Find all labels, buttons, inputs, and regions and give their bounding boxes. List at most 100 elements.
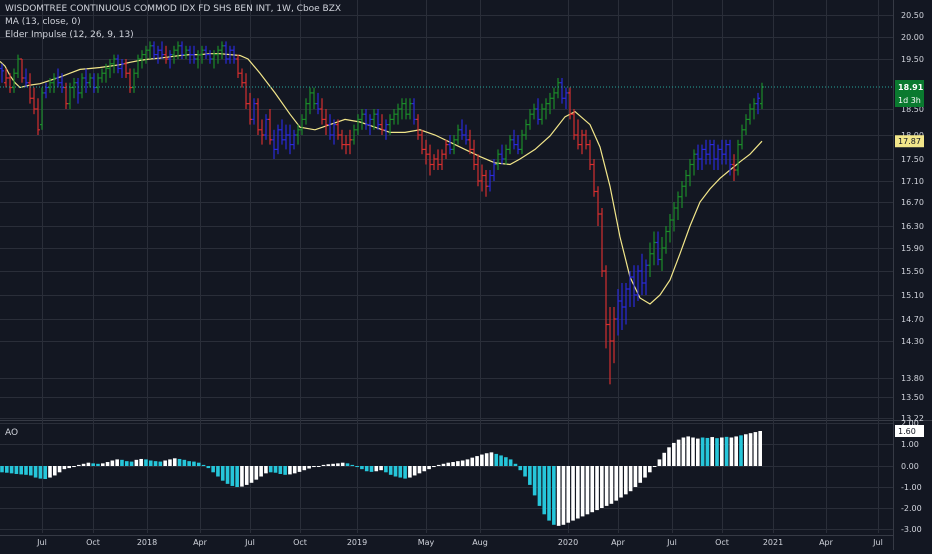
ohlc-bar: [96, 73, 100, 93]
ao-bar: [43, 466, 47, 480]
ao-bar: [494, 453, 499, 466]
ao-bar: [345, 463, 350, 466]
ao-tick-label: 1.00: [901, 440, 919, 449]
ao-bar: [72, 466, 76, 468]
ohlc-bar: [656, 231, 660, 266]
ao-bar: [48, 466, 52, 478]
ao-legend[interactable]: AO: [5, 428, 19, 438]
ohlc-bar: [224, 41, 228, 64]
ao-bar: [556, 466, 561, 526]
ohlc-bar: [220, 41, 224, 59]
ohlc-bar: [100, 68, 104, 83]
ao-bar: [120, 459, 124, 466]
x-tick-label: Jul: [36, 538, 47, 547]
ohlc-bar: [176, 41, 180, 59]
ohlc-bar: [180, 41, 184, 59]
x-tick-label: Jul: [666, 538, 677, 547]
ohlc-bar: [488, 170, 492, 192]
ohlc-bar: [552, 87, 556, 109]
ohlc-bar: [368, 114, 372, 135]
ao-bar: [163, 460, 167, 466]
ao-bar: [249, 466, 254, 483]
ao-bar: [28, 466, 33, 476]
ao-bar: [436, 464, 441, 466]
ohlc-bars: [0, 41, 764, 385]
ao-bar: [105, 462, 110, 466]
ao-bar: [451, 462, 455, 466]
ao-bar: [206, 466, 211, 469]
ao-bar: [33, 466, 38, 478]
ohlc-bar: [192, 45, 196, 64]
x-tick-label: Apr: [193, 538, 208, 547]
ohlc-bar: [672, 202, 676, 232]
ao-bar: [422, 466, 427, 472]
ao-bar: [139, 458, 143, 466]
ao-bar: [417, 466, 422, 474]
ohlc-bar: [320, 98, 324, 125]
ao-tick-label: -3.00: [901, 525, 922, 534]
ohlc-bar: [700, 144, 704, 170]
ao-bar: [340, 462, 345, 466]
ohlc-bar: [692, 149, 696, 176]
ao-bar: [537, 466, 542, 506]
ohlc-bar: [336, 119, 340, 140]
ohlc-bar: [516, 135, 520, 155]
ao-bar: [24, 466, 28, 475]
ohlc-bar: [248, 92, 252, 125]
ohlc-bar: [608, 307, 612, 385]
ao-bar: [81, 463, 86, 466]
ohlc-bar: [596, 186, 600, 226]
ao-bar: [369, 466, 374, 472]
ohlc-bar: [560, 77, 564, 104]
ohlc-bar: [120, 59, 124, 78]
ao-bar: [480, 454, 484, 466]
impulse-legend[interactable]: Elder Impulse (12, 26, 9, 13): [5, 30, 134, 40]
ma-badge-text: 17.87: [898, 137, 921, 146]
ohlc-bar: [708, 139, 712, 165]
ma-legend[interactable]: MA (13, close, 0): [5, 17, 81, 27]
ao-bar: [211, 466, 215, 473]
ohlc-bar: [436, 149, 440, 170]
ao-bar: [177, 458, 182, 466]
ohlc-bar: [76, 77, 80, 104]
ao-bar: [523, 466, 527, 477]
ao-bar: [192, 461, 196, 466]
ao-bar: [38, 466, 43, 479]
y-tick-label: 19.50: [901, 55, 924, 64]
ohlc-bar: [388, 114, 392, 135]
ohlc-bar: [364, 109, 368, 130]
ohlc-bar: [20, 58, 24, 83]
ao-bar: [0, 466, 4, 473]
ohlc-bar: [288, 124, 292, 155]
ao-value-badge: 1.60: [895, 425, 924, 437]
x-tick-label: 2019: [347, 538, 367, 547]
ohlc-bar: [232, 45, 236, 64]
ohlc-bar: [340, 129, 344, 150]
ohlc-bar: [432, 154, 436, 170]
ao-bar: [643, 466, 647, 478]
ao-bar: [321, 464, 326, 466]
ohlc-bar: [744, 114, 748, 135]
ohlc-bar: [328, 114, 332, 140]
x-tick-label: 2021: [763, 538, 783, 547]
ao-bar: [398, 466, 403, 478]
ohlc-bar: [36, 98, 40, 135]
ao-bar: [600, 466, 604, 508]
ohlc-bar: [528, 109, 532, 130]
ohlc-bar: [612, 307, 616, 364]
ao-bar: [153, 461, 158, 466]
ohlc-bar: [640, 253, 644, 295]
ao-bar: [547, 466, 551, 521]
ao-bar: [182, 459, 187, 466]
ao-bar: [465, 459, 470, 466]
ao-bar: [316, 466, 321, 467]
y-tick-label: 13.50: [901, 393, 924, 402]
ao-bar: [758, 431, 762, 466]
ohlc-bar: [264, 114, 268, 140]
ao-bar: [350, 464, 355, 466]
ohlc-bar: [80, 73, 84, 99]
ohlc-bar: [728, 139, 732, 176]
y-tick-label: 17.10: [901, 177, 924, 186]
